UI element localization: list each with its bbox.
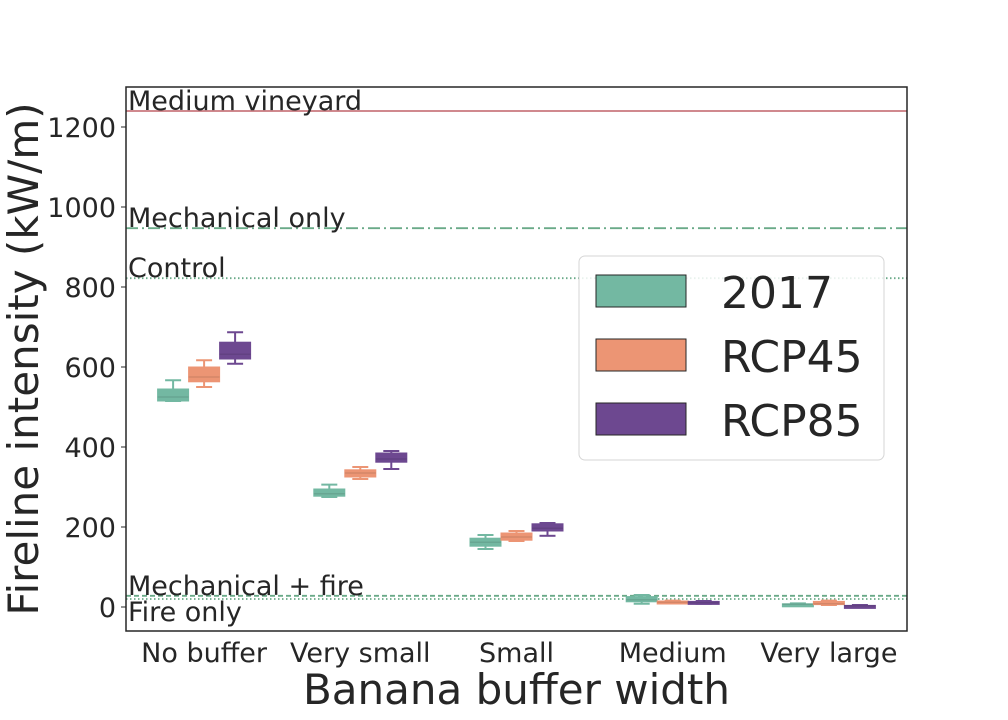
x-tick-label: Very small (290, 638, 431, 669)
y-tick-label: 1000 (47, 193, 116, 224)
box-iqr (313, 488, 346, 497)
y-tick-label: 0 (99, 593, 116, 624)
reference-line-label: Control (128, 253, 226, 284)
box-2017 (157, 379, 190, 402)
x-tick-label: Very large (760, 638, 897, 669)
box-rcp85 (531, 522, 564, 537)
x-tick-label: Small (479, 638, 554, 669)
box-rcp45 (812, 599, 845, 606)
box-2017 (313, 483, 346, 498)
x-tick-label: Medium (619, 638, 727, 669)
box-2017 (781, 602, 814, 608)
x-tick-label: No buffer (141, 638, 268, 669)
box-rcp45 (656, 599, 689, 605)
box-iqr (531, 523, 564, 532)
legend-swatch (595, 338, 687, 372)
box-iqr (375, 452, 408, 463)
box-rcp85 (375, 450, 408, 470)
box-rcp45 (188, 359, 221, 388)
legend-swatch (595, 402, 687, 436)
legend[interactable]: 2017 RCP45 RCP85 (578, 255, 885, 461)
box-iqr (812, 600, 845, 606)
reference-line-label: Fire only (128, 597, 242, 628)
y-axis-ticks: 0 200 400 600 800 1000 1200 (47, 113, 126, 624)
reference-line-label: Medium vineyard (128, 86, 362, 117)
box-rcp45 (500, 530, 533, 542)
box-rcp85 (219, 331, 252, 365)
plot-frame (125, 86, 908, 632)
reference-line-label: Mechanical + fire (128, 571, 364, 602)
legend-label: RCP45 (721, 332, 863, 383)
legend-swatch (595, 274, 687, 308)
reference-line-label: Mechanical only (128, 203, 346, 234)
y-tick-label: 200 (64, 513, 116, 544)
box-iqr (188, 366, 221, 383)
x-axis-ticks: No buffer Very small Small Medium Very large (141, 638, 897, 669)
box-rcp85 (843, 604, 876, 609)
legend-label: RCP85 (721, 396, 863, 447)
box-rcp85 (687, 600, 720, 605)
legend-label: 2017 (721, 268, 833, 319)
box-2017 (469, 534, 502, 550)
y-tick-label: 1200 (47, 113, 116, 144)
box-rcp45 (344, 466, 377, 480)
y-axis-title: Fireline intensity (kW/m) (0, 102, 48, 615)
box-iqr (157, 388, 190, 402)
y-tick-label: 600 (64, 353, 116, 384)
box-iqr (219, 341, 252, 360)
reference-lines: Medium vineyard Mechanical only Control Mec… (126, 86, 907, 628)
y-tick-label: 800 (64, 273, 116, 304)
box-plots (157, 331, 876, 609)
box-2017 (625, 594, 658, 605)
x-axis-title: Banana buffer width (303, 665, 730, 714)
y-tick-label: 400 (64, 433, 116, 464)
